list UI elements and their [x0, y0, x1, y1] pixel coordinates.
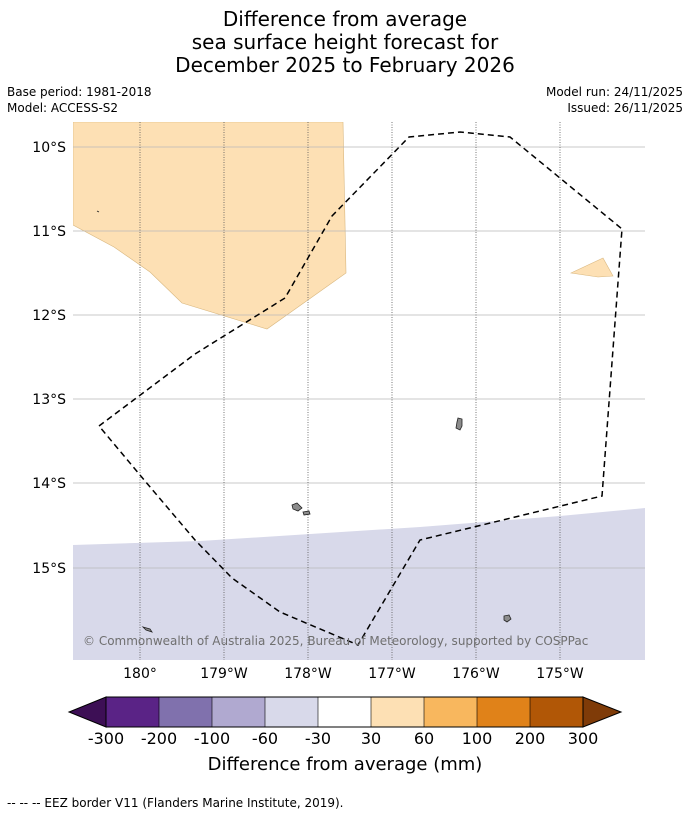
island-center	[455, 417, 463, 431]
lon-gridlines	[139, 122, 561, 660]
island-west	[291, 502, 303, 512]
colorbar-outline	[105, 696, 584, 728]
lon-label-176w: 176°W	[452, 666, 500, 682]
colorbar-segment	[477, 697, 530, 727]
title-line-3: December 2025 to February 2026	[175, 53, 515, 77]
lat-label-11s: 11°S	[32, 224, 66, 240]
colorbar-tick: -60	[252, 729, 278, 748]
chart-title: Difference from average sea surface heig…	[0, 8, 690, 77]
colorbar: -300 -200 -100 -60 -30 30 60 100 200 300…	[67, 696, 623, 775]
lon-label-180: 180°	[123, 666, 157, 682]
model-name: Model: ACCESS-S2	[7, 101, 119, 115]
lat-label-14s: 14°S	[32, 476, 66, 492]
lon-label-177w: 177°W	[368, 666, 416, 682]
colorbar-segment	[212, 697, 265, 727]
colorbar-tick: -300	[88, 729, 124, 748]
issued-date: Issued: 26/11/2025	[567, 101, 683, 115]
meta-left: Base period: 1981-2018 Model: ACCESS-S2	[7, 84, 152, 116]
positive-anomaly-region	[73, 122, 347, 330]
base-period: Base period: 1981-2018	[7, 85, 152, 99]
colorbar-segment	[106, 697, 159, 727]
island-southwest	[141, 626, 153, 633]
colorbar-tick: 30	[361, 729, 381, 748]
colorbar-label: Difference from average (mm)	[208, 754, 483, 775]
colorbar-tick: -200	[141, 729, 177, 748]
colorbar-tick: 60	[414, 729, 434, 748]
eez-legend-note: -- -- -- EEZ border V11 (Flanders Marine…	[7, 796, 344, 810]
lon-label-178w: 178°W	[284, 666, 332, 682]
title-line-2: sea surface height forecast for	[191, 30, 499, 54]
colorbar-segment	[424, 697, 477, 727]
colorbar-tick: -100	[194, 729, 230, 748]
negative-anomaly-region	[73, 508, 645, 660]
colorbar-ticks: -300 -200 -100 -60 -30 30 60 100 200 300	[88, 729, 598, 748]
lat-label-15s: 15°S	[32, 561, 66, 577]
island-southeast	[503, 614, 512, 623]
map-area: © Commonwealth of Australia 2025, Bureau…	[73, 122, 645, 660]
colorbar-segment	[530, 697, 583, 727]
island-atafu	[96, 210, 100, 213]
colorbar-segment	[265, 697, 318, 727]
meta-right: Model run: 24/11/2025 Issued: 26/11/2025	[546, 84, 683, 116]
island-west-small	[302, 510, 311, 516]
lon-label-179w: 179°W	[200, 666, 248, 682]
lon-labels: 180° 179°W 178°W 177°W 176°W 175°W	[123, 666, 584, 682]
lat-label-10s: 10°S	[32, 140, 66, 156]
positive-anomaly-patch	[569, 257, 614, 278]
colorbar-min-extension	[67, 696, 107, 728]
colorbar-segment	[159, 697, 212, 727]
colorbar-dividers	[158, 697, 531, 727]
lat-labels: 10°S 11°S 12°S 13°S 14°S 15°S	[32, 140, 66, 577]
colorbar-tick: 200	[515, 729, 546, 748]
colorbar-segment	[318, 697, 371, 727]
colorbar-tick: -30	[305, 729, 331, 748]
lat-label-13s: 13°S	[32, 392, 66, 408]
colorbar-segment	[371, 697, 424, 727]
copyright-credit: © Commonwealth of Australia 2025, Bureau…	[83, 634, 588, 648]
islands	[96, 210, 512, 633]
colorbar-max-extension	[582, 696, 623, 728]
lon-label-175w: 175°W	[536, 666, 584, 682]
eez-border	[97, 131, 623, 646]
colorbar-tick: 300	[568, 729, 599, 748]
lat-gridlines	[73, 146, 645, 569]
model-run: Model run: 24/11/2025	[545, 85, 683, 99]
title-line-1: Difference from average	[222, 7, 468, 31]
colorbar-tick: 100	[462, 729, 493, 748]
lat-label-12s: 12°S	[32, 308, 66, 324]
